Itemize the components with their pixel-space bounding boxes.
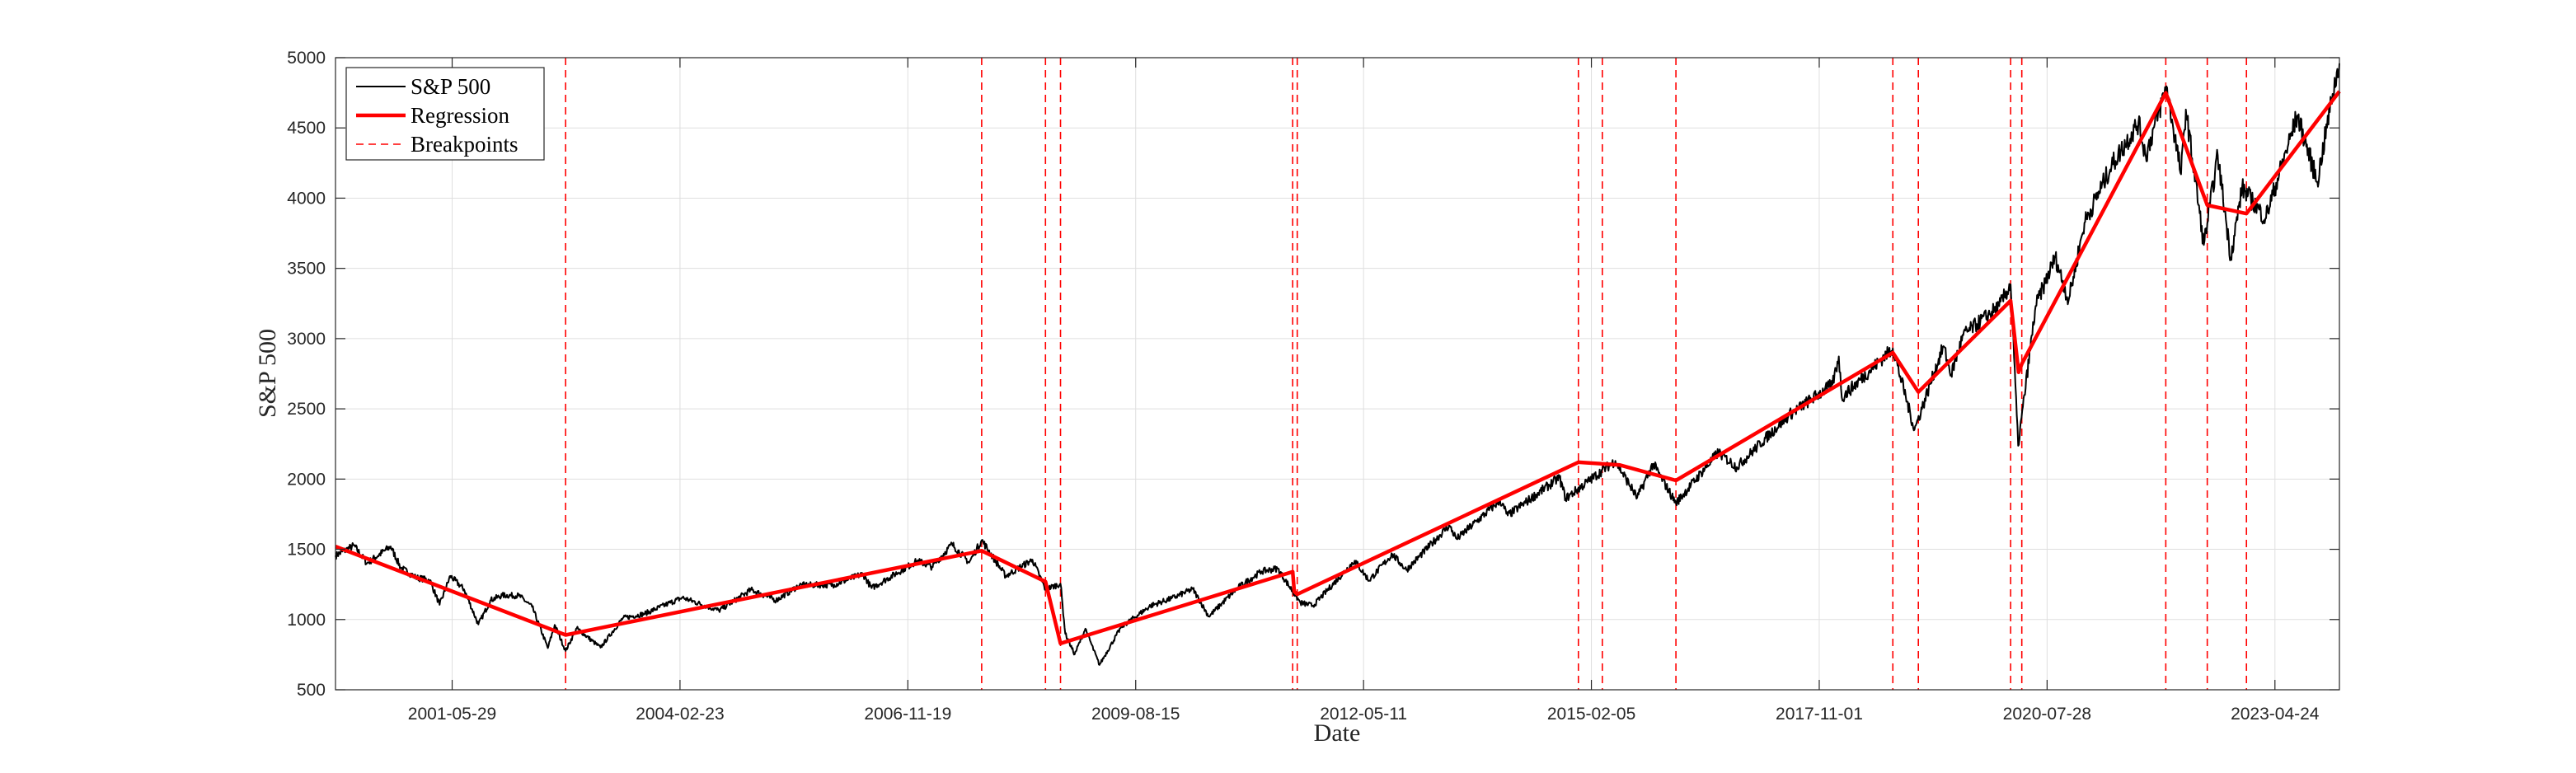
x-tick-label: 2012-05-11 <box>1320 705 1407 724</box>
y-axis-label: S&P 500 <box>254 329 281 418</box>
series-line-regression <box>335 90 2341 646</box>
x-tick-label: 2020-07-28 <box>2003 705 2091 724</box>
x-tick-label: 2004-02-23 <box>636 705 724 724</box>
ticks <box>335 57 2339 691</box>
legend-label-regression: Regression <box>411 103 509 128</box>
plot-area <box>335 57 2341 691</box>
y-tick-label: 1500 <box>287 541 326 560</box>
legend-label-price: S&P 500 <box>411 74 490 99</box>
x-tick-label: 2015-02-05 <box>1547 705 1635 724</box>
x-tick-label: 2023-04-24 <box>2231 705 2320 724</box>
y-tick-label: 2500 <box>287 400 326 419</box>
series-line-sp500 <box>335 63 2340 666</box>
legend: S&P 500 Regression Breakpoints <box>345 67 545 161</box>
y-tick-label: 1000 <box>287 611 326 630</box>
x-tick-label: 2009-08-15 <box>1091 705 1180 724</box>
y-tick-label: 3500 <box>287 260 326 279</box>
plot-frame <box>335 57 2340 691</box>
y-tick-label: 4500 <box>287 119 326 138</box>
plot-background <box>335 58 2339 690</box>
series-layer <box>335 63 2341 666</box>
y-tick-label: 2000 <box>287 470 326 489</box>
x-tick-label: 2006-11-19 <box>864 705 951 724</box>
x-axis-label: Date <box>1314 719 1361 747</box>
x-tick-labels: 2001-05-29 2004-02-23 2006-11-19 2009-08-15… <box>408 705 2320 724</box>
legend-label-breakpoints: Breakpoints <box>411 132 518 157</box>
y-tick-label: 4000 <box>287 189 326 208</box>
x-tick-label: 2017-11-01 <box>1776 705 1863 724</box>
y-tick-label: 5000 <box>287 49 326 68</box>
y-tick-labels: 500 1000 1500 2000 2500 3000 3500 4000 4500 5000 <box>287 49 326 700</box>
breakpoints <box>565 58 2248 690</box>
y-tick-label: 3000 <box>287 330 326 349</box>
x-tick-label: 2001-05-29 <box>408 705 496 724</box>
y-tick-label: 500 <box>297 681 326 700</box>
